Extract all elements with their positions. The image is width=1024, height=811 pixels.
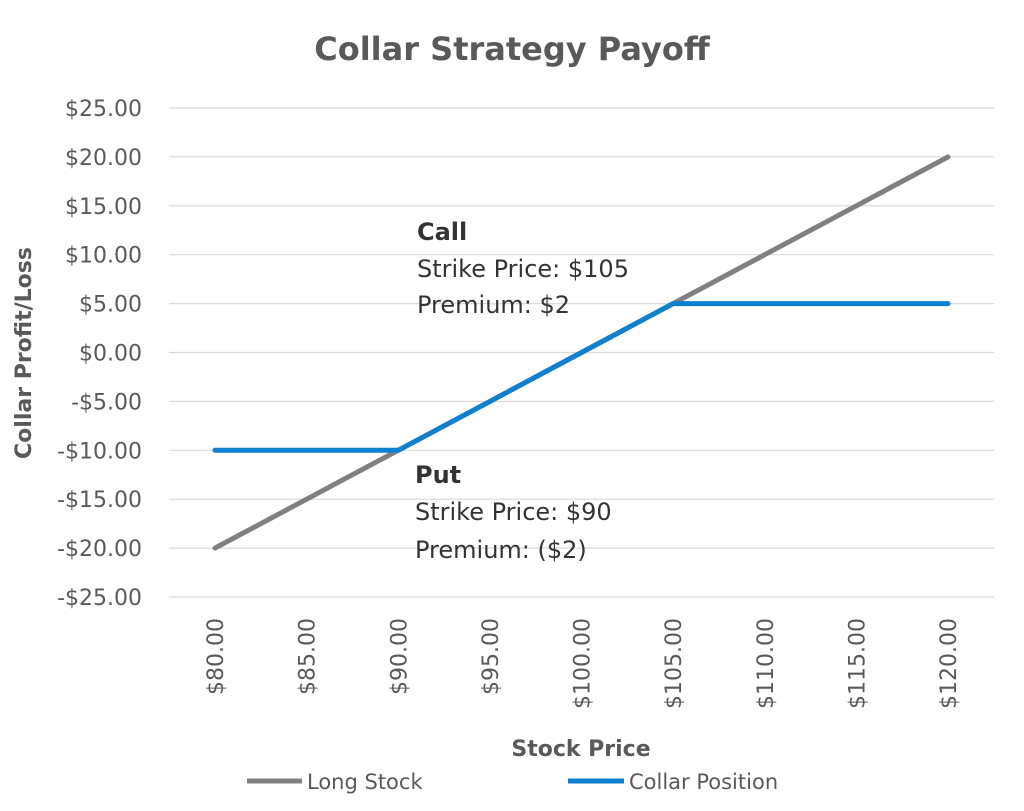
y-tick-label: $15.00 (65, 195, 142, 220)
x-tick-label: $80.00 (204, 618, 229, 695)
y-tick-label: -$15.00 (57, 488, 142, 513)
x-axis-ticks: $80.00 $85.00 $90.00 $95.00 $100.00 $105.00 $1… (204, 618, 962, 709)
legend-label-collar-position: Collar Position (629, 770, 778, 794)
x-tick-label: $100.00 (571, 618, 596, 709)
annotation-call: Call Strike Price: $105 Premium: $2 (417, 218, 629, 319)
annotation-put-heading: Put (415, 461, 461, 489)
annotation-call-premium: Premium: $2 (417, 291, 570, 319)
legend-label-long-stock: Long Stock (307, 770, 423, 794)
y-tick-label: -$25.00 (57, 586, 142, 611)
y-tick-label: $20.00 (65, 146, 142, 171)
annotation-put: Put Strike Price: $90 Premium: ($2) (415, 461, 612, 564)
annotation-put-strike: Strike Price: $90 (415, 498, 612, 526)
y-tick-label: $10.00 (65, 244, 142, 269)
series-lines (212, 154, 951, 551)
y-tick-label: $5.00 (79, 293, 142, 318)
y-axis-ticks: $25.00 $20.00 $15.00 $10.00 $5.00 $0.00 -$5.00… (57, 97, 142, 611)
x-tick-label: $120.00 (937, 618, 962, 709)
x-tick-label: $85.00 (296, 618, 321, 695)
x-tick-label: $110.00 (754, 618, 779, 709)
x-axis-title: Stock Price (511, 737, 650, 762)
y-tick-label: $0.00 (79, 342, 142, 367)
annotation-put-premium: Premium: ($2) (415, 536, 587, 564)
x-tick-label: $90.00 (387, 618, 412, 695)
series-line-collar-position (212, 301, 951, 453)
x-tick-label: $105.00 (662, 618, 687, 709)
y-tick-label: $25.00 (65, 97, 142, 122)
legend: Long Stock Collar Position (247, 770, 778, 794)
y-tick-label: -$10.00 (57, 439, 142, 464)
y-tick-label: -$20.00 (57, 537, 142, 562)
x-tick-label: $115.00 (845, 618, 870, 709)
annotation-call-heading: Call (417, 218, 467, 246)
y-tick-label: -$5.00 (71, 390, 142, 415)
x-tick-label: $95.00 (479, 618, 504, 695)
annotation-call-strike: Strike Price: $105 (417, 255, 629, 283)
chart-title: Collar Strategy Payoff (314, 30, 711, 68)
y-axis-title: Collar Profit/Loss (12, 247, 37, 459)
